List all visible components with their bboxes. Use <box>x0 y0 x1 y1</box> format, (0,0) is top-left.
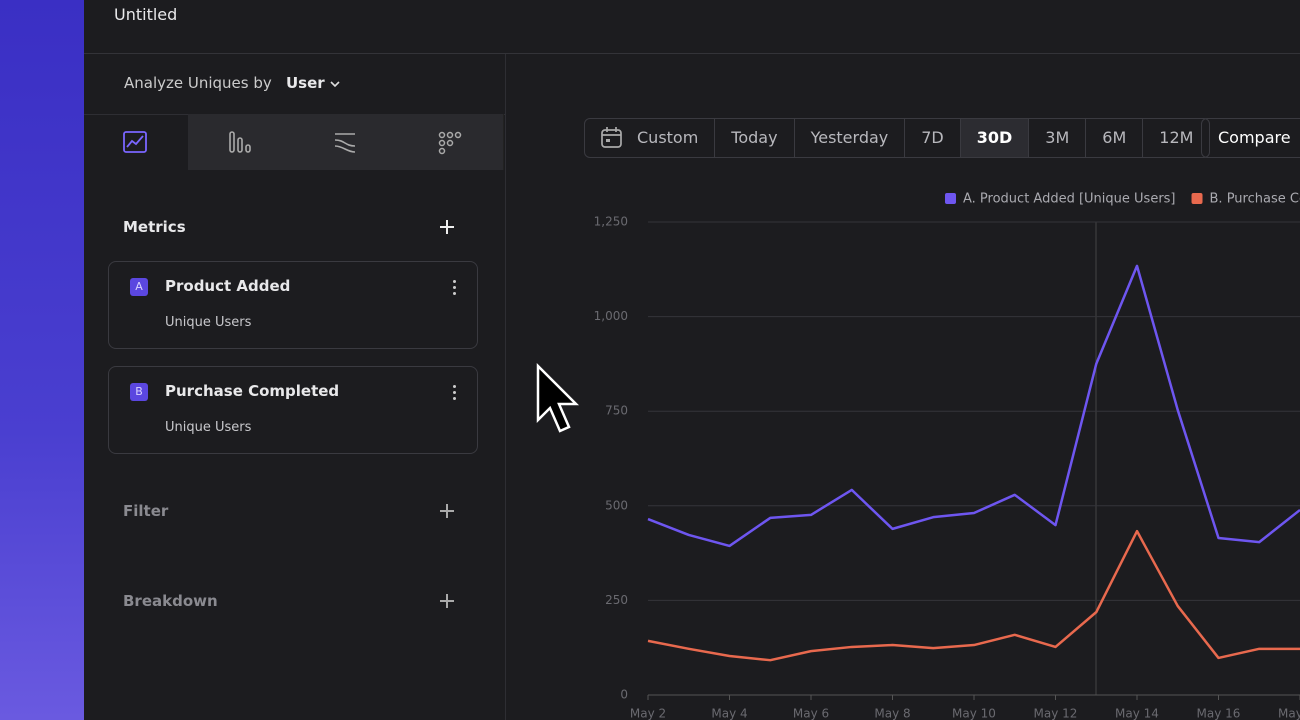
filter-title: Filter <box>123 502 169 520</box>
date-button[interactable]: 12M <box>1142 119 1209 157</box>
x-tick-label: May 18 <box>1278 707 1300 720</box>
date-button[interactable]: Today <box>714 119 793 157</box>
metric-sub: Unique Users <box>165 420 252 435</box>
compare-button[interactable]: Compare <box>1201 118 1300 158</box>
legend-label: B. Purchase Completed [Unique Users] <box>1210 192 1300 207</box>
tab-icon <box>229 131 251 153</box>
x-tick-label: May 16 <box>1197 707 1241 720</box>
x-tick-label: May 4 <box>711 707 747 720</box>
tab-icon <box>438 131 462 155</box>
chevron <box>330 81 340 88</box>
tab-funnels[interactable] <box>188 114 294 170</box>
metric-name: Product Added <box>165 277 291 295</box>
legend-swatch <box>945 193 956 204</box>
analyze-value[interactable]: User <box>286 74 325 92</box>
date-button[interactable]: Yesterday <box>793 119 905 157</box>
tab-icon <box>123 131 147 153</box>
header: Untitled <box>84 0 1300 54</box>
add-metric[interactable] <box>440 220 454 234</box>
report-title[interactable]: Untitled <box>114 5 178 24</box>
metric-letter: B <box>130 383 148 401</box>
x-tick-label: May 6 <box>793 707 829 720</box>
add-breakdown[interactable] <box>440 594 454 608</box>
y-tick-label: 500 <box>605 498 628 512</box>
legend-label: A. Product Added [Unique Users] <box>963 192 1176 207</box>
x-tick-label: May 14 <box>1115 707 1159 720</box>
tab-icon <box>334 133 356 153</box>
date-button[interactable]: Custom <box>637 128 699 147</box>
x-tick-label: May 8 <box>874 707 910 720</box>
metric-name: Purchase Completed <box>165 382 340 400</box>
legend-swatch <box>1191 193 1203 204</box>
tab-retention[interactable] <box>398 114 504 170</box>
breakdown-title: Breakdown <box>123 592 218 610</box>
y-tick-label: 250 <box>605 593 628 607</box>
y-tick-label: 0 <box>620 688 628 702</box>
y-tick-label: 1,250 <box>594 215 628 229</box>
metric-sub: Unique Users <box>165 315 252 330</box>
menu-dots[interactable] <box>453 280 457 298</box>
analyze-label: Analyze Uniques by <box>124 74 272 92</box>
x-tick-label: May 10 <box>952 707 996 720</box>
date-range: Custom Today Yesterday 7D 30D 3M 6M 12M <box>584 118 1211 158</box>
date-button[interactable]: 7D <box>904 119 960 157</box>
mouse-cursor <box>536 362 580 433</box>
metric-card[interactable]: A Product Added Unique Users <box>108 261 478 349</box>
y-tick-label: 1,000 <box>594 309 628 323</box>
metric-letter: A <box>130 278 148 296</box>
series-line <box>647 264 1300 548</box>
metrics-title: Metrics <box>123 218 186 236</box>
series-line <box>647 529 1300 662</box>
x-tick-label: May 2 <box>630 707 666 720</box>
calendar-icon <box>601 127 622 148</box>
metric-card[interactable]: B Purchase Completed Unique Users <box>108 366 478 454</box>
x-tick-label: May 12 <box>1034 707 1078 720</box>
date-button[interactable]: 3M <box>1028 119 1085 157</box>
y-tick-label: 750 <box>605 404 628 418</box>
menu-dots[interactable] <box>453 385 457 403</box>
side-strip <box>0 0 84 720</box>
add-filter[interactable] <box>440 504 454 518</box>
date-button[interactable]: 30D <box>959 119 1029 157</box>
sidebar: Analyze Uniques by User Metrics A Produc… <box>84 54 506 720</box>
date-button[interactable]: 6M <box>1085 119 1142 157</box>
